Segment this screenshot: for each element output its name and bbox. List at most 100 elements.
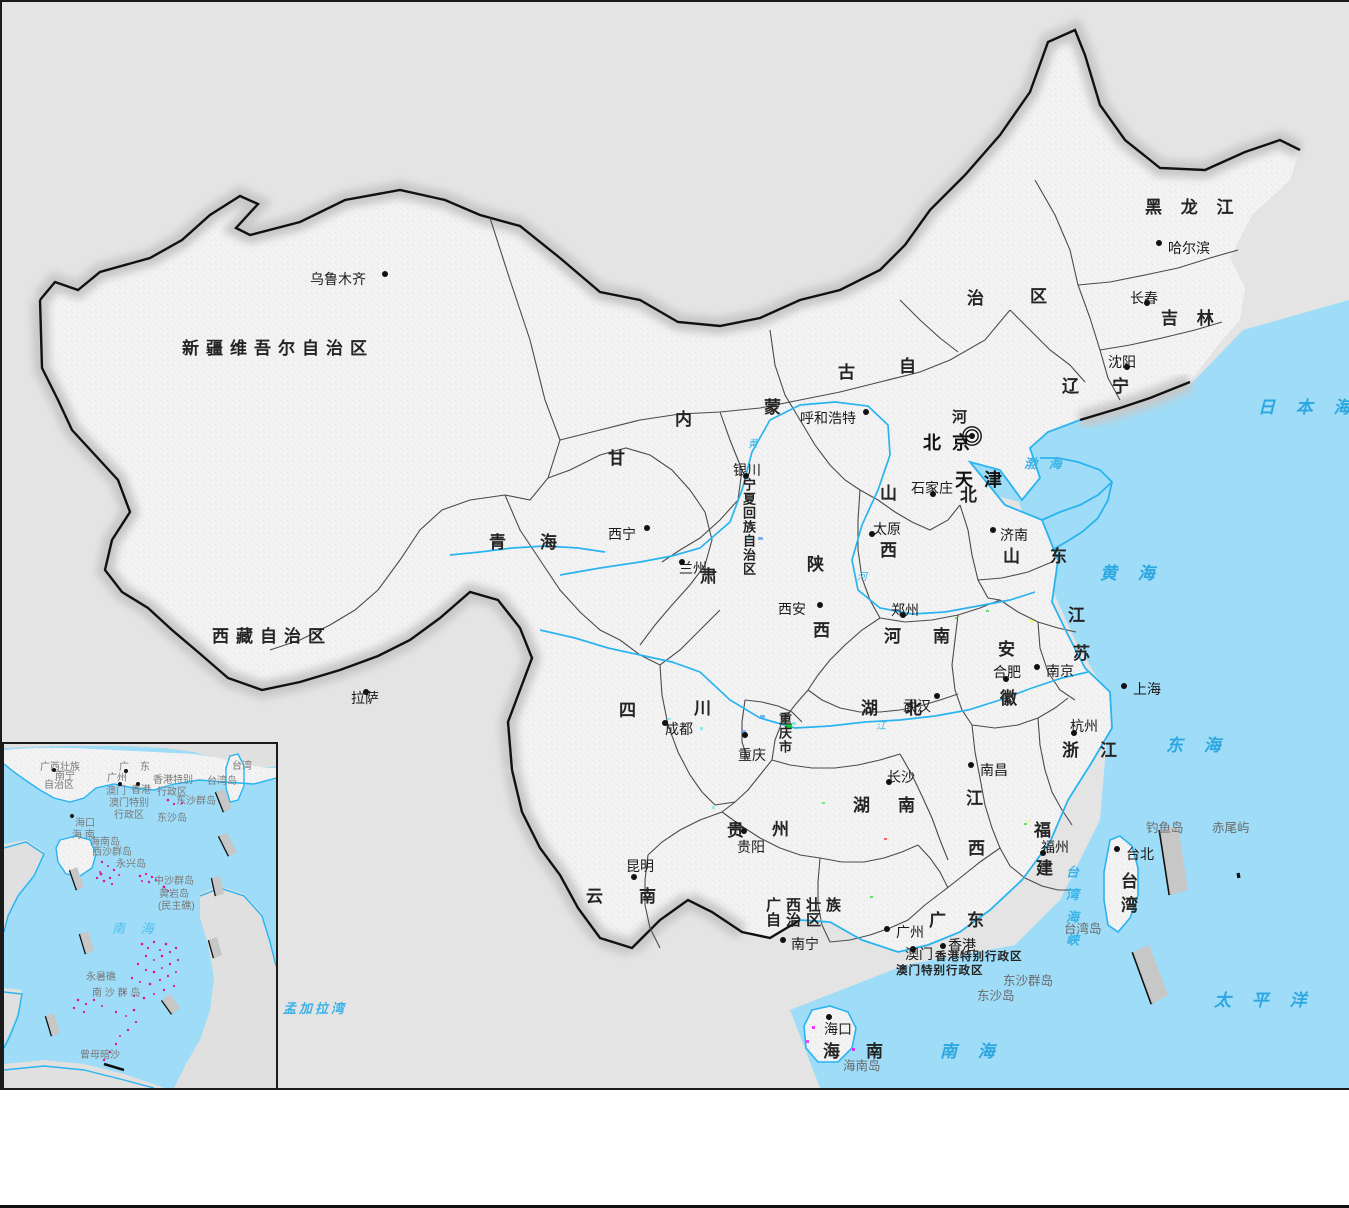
province-label: 山 (880, 484, 904, 503)
province-label: 徽 (1000, 689, 1024, 708)
city-label: 上海 (1133, 681, 1161, 697)
city-label: 昆明 (626, 858, 654, 874)
city-label: 南昌 (980, 762, 1008, 778)
inset-label: 南宁 (55, 771, 75, 782)
city-label: 西安 (778, 601, 806, 617)
province-label: 四 (619, 701, 643, 720)
sea-label: 台 湾 海 峡 (1064, 865, 1079, 949)
city-label: 济南 (1000, 527, 1028, 543)
city-dot-marker (644, 525, 650, 531)
city-label: 拉萨 (351, 690, 379, 706)
inset-label: 自治区 (44, 780, 74, 791)
province-label: 治 (967, 289, 991, 308)
province-label: 江 (1068, 606, 1092, 625)
province-label: 西 (880, 541, 904, 560)
city-dot-marker (930, 491, 936, 497)
city-label: 郑州 (891, 602, 919, 618)
city-dot-marker (1034, 664, 1040, 670)
city-label: 海口 (824, 1021, 852, 1037)
city-dot-marker (817, 602, 823, 608)
city-label: 石家庄 (911, 480, 953, 496)
city-dot-marker (863, 409, 869, 415)
province-label: 海 (823, 1042, 847, 1061)
province-label: 川 (694, 699, 718, 718)
inset-label: 永暑礁 (86, 972, 116, 983)
inset-label: 澳门 (106, 786, 126, 797)
city-label: 西宁 (608, 526, 636, 542)
inset-label: 澳门特别 (109, 798, 149, 809)
legend-panel: 全国雷达拼图 [2025-01-18 03:42:00] [ 组合反射率 ] 5… (0, 1088, 1349, 1208)
city-dot-marker (869, 531, 875, 537)
city-dot-marker (884, 926, 890, 932)
inset-label: 曾母暗沙 (80, 1050, 120, 1061)
inset-label: 东沙群岛 (176, 796, 216, 807)
island-label: 钓鱼岛 (1146, 821, 1184, 835)
south-china-sea-inset[interactable]: 广西壮族 自治区 南宁 广东广州 澳门 香港 香港特别 行政区 澳门特别 行政区 台湾 台湾岛 东沙群岛… (2, 742, 278, 1088)
city-dot-marker (1040, 850, 1046, 856)
province-label: 南 (866, 1042, 890, 1061)
province-label: 澳门特别行政区 (896, 965, 984, 977)
city-label: 香港 (948, 937, 976, 953)
inset-label: 东 (140, 762, 150, 773)
city-label: 武汉 (903, 698, 931, 714)
province-label: 青 (489, 533, 513, 552)
city-label: 台北 (1126, 846, 1154, 862)
province-label: 吉 林 (1161, 309, 1221, 328)
inset-city-dot-marker (136, 782, 140, 786)
province-label: 肃 (700, 567, 724, 586)
inset-label: 中沙群岛 (154, 876, 194, 887)
province-label: 区 (1030, 287, 1054, 306)
province-label: 苏 (1073, 644, 1097, 663)
city-dot-marker (363, 689, 369, 695)
province-label: 广西壮族 自治区 (766, 897, 847, 929)
inset-label: 海南岛 (90, 837, 120, 848)
inset-city-dot-marker (70, 814, 74, 818)
inset-city-dot-marker (52, 768, 56, 772)
province-label: 江 (966, 789, 990, 808)
city-dot-marker (662, 720, 668, 726)
inset-label: 南 沙 群 岛 (92, 988, 141, 999)
province-label: 湾 (1121, 896, 1145, 915)
city-label: 长沙 (887, 769, 915, 785)
province-label: 河 (952, 409, 973, 426)
city-dot-marker (780, 937, 786, 943)
city-dot-marker (886, 779, 892, 785)
inset-label: 广西壮族 (40, 762, 80, 773)
city-dot-marker (1124, 364, 1130, 370)
city-label: 成都 (665, 721, 693, 737)
city-dot-marker (743, 473, 749, 479)
province-label: 西 (813, 621, 837, 640)
city-dot-marker (742, 732, 748, 738)
province-label: 陕 (807, 555, 831, 574)
province-label: 西 (968, 839, 992, 858)
inset-label: 海 南 (72, 830, 95, 841)
city-dot-marker (679, 559, 685, 565)
province-label: 宁 (1112, 377, 1136, 396)
city-label: 沈阳 (1108, 354, 1136, 370)
inset-city-dot-marker (124, 769, 128, 773)
province-label: 重庆市 (777, 712, 792, 754)
inset-label: 台湾岛 (207, 776, 237, 787)
province-label: 湖 (853, 796, 877, 815)
city-label: 银川 (733, 462, 761, 478)
capital-marker-icon (962, 426, 982, 446)
inset-label: 永兴岛 (116, 859, 146, 870)
province-label: 云 (586, 887, 610, 906)
inset-label: 海口 (75, 818, 95, 829)
sea-label: 黄 海 (1100, 564, 1163, 583)
river-label: 黄 (748, 439, 759, 450)
province-label: 山 (1003, 547, 1027, 566)
city-label: 南京 (1046, 663, 1074, 679)
inset-label: 黄岩岛 (159, 889, 189, 900)
island-label: 台湾岛 (1064, 922, 1102, 936)
inset-label: 香港 (131, 785, 151, 796)
province-label: 北 (960, 486, 984, 505)
sea-label: 日 本 海 (1258, 398, 1349, 417)
sea-label: 太 平 洋 (1214, 991, 1315, 1010)
city-label: 福州 (1041, 839, 1069, 855)
china-radar-map[interactable]: 新疆维吾尔自治区 西藏自治区青海内蒙古自治区黑 龙 江吉 林辽宁甘肃宁夏回族自治区… (0, 0, 1349, 1088)
radar-echo-pixels (668, 536, 1033, 1051)
province-label: 东 (1050, 547, 1074, 566)
city-dot-marker (990, 527, 996, 533)
inset-label: 广州 (107, 773, 127, 784)
